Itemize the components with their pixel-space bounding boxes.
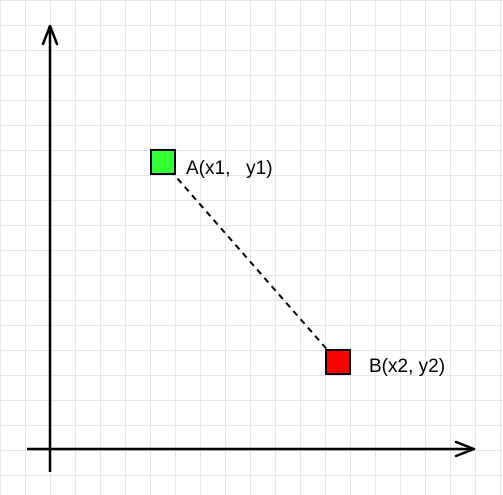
point-b-marker [326,350,350,374]
point-a-label: A(x1, y1) [186,158,273,179]
point-a-marker [151,150,175,174]
point-b-label: B(x2, y2) [369,356,445,377]
